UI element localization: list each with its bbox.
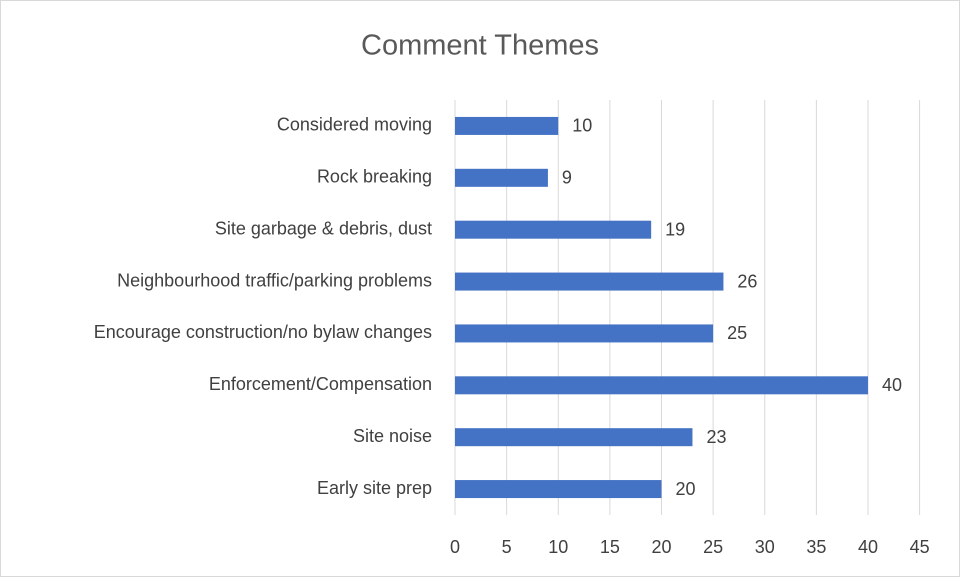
bar (455, 428, 693, 447)
y-tick-label: Considered moving (277, 115, 432, 135)
x-tick-label: 35 (806, 537, 826, 557)
x-tick-label: 0 (450, 537, 460, 557)
bar (455, 168, 548, 187)
data-label: 23 (706, 427, 726, 447)
bar (455, 116, 559, 135)
data-label: 20 (675, 479, 695, 499)
bar (455, 324, 714, 343)
bar (455, 220, 652, 239)
y-tick-label: Rock breaking (317, 167, 432, 187)
bar (455, 376, 868, 395)
x-tick-label: 20 (651, 537, 671, 557)
y-tick-label: Site noise (353, 426, 432, 446)
data-label: 10 (572, 116, 592, 136)
bar (455, 480, 662, 499)
x-tick-label: 25 (703, 537, 723, 557)
x-tick-label: 45 (910, 537, 930, 557)
bar (455, 272, 724, 291)
y-tick-label: Enforcement/Compensation (209, 374, 432, 394)
data-label: 19 (665, 219, 685, 239)
y-tick-label: Site garbage & debris, dust (215, 218, 432, 238)
data-label: 26 (737, 271, 757, 291)
data-label: 40 (882, 375, 902, 395)
x-tick-label: 5 (502, 537, 512, 557)
x-tick-label: 10 (548, 537, 568, 557)
y-tick-label: Neighbourhood traffic/parking problems (117, 270, 432, 290)
x-tick-label: 15 (600, 537, 620, 557)
x-tick-label: 30 (755, 537, 775, 557)
x-tick-label: 40 (858, 537, 878, 557)
y-tick-label: Encourage construction/no bylaw changes (94, 322, 432, 342)
data-label: 9 (562, 168, 572, 188)
data-label: 25 (727, 323, 747, 343)
y-tick-label: Early site prep (317, 478, 432, 498)
chart-title: Comment Themes (361, 30, 599, 62)
